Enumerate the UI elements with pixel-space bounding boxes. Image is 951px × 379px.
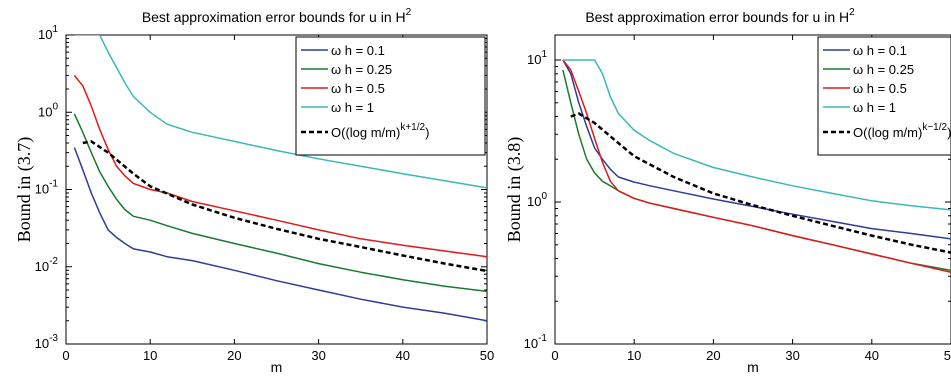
x-tick-label: 20: [706, 348, 720, 363]
x-tick-label: 40: [396, 348, 410, 363]
x-tick-label: 20: [227, 348, 241, 363]
legend-label: ω h = 0.25: [331, 62, 392, 77]
legend-label: ω h = 0.1: [853, 43, 907, 58]
x-tick-label: 10: [627, 348, 641, 363]
legend-label: O((log m/m)k−1/2): [853, 122, 951, 140]
y-tick-label: 10-1: [35, 179, 59, 197]
series-line-4: [562, 59, 951, 211]
y-tick-label: 100: [38, 101, 58, 119]
x-tick-label: 40: [865, 348, 879, 363]
legend-label: ω h = 0.5: [331, 81, 385, 96]
x-axis-label: m: [271, 359, 283, 375]
x-tick-label: 30: [785, 348, 799, 363]
series-line-1: [562, 59, 951, 240]
legend-label: O((log m/m)k+1/2): [331, 122, 429, 140]
series-line-5: [570, 112, 951, 254]
chart-panel-1: 0 10 20 30 40 50 10-3 10-2 10-1 100 101 Best approx…: [14, 7, 494, 375]
y-tick-label: 101: [38, 24, 58, 42]
y-tick-label: 101: [527, 49, 547, 67]
legend-label: ω h = 1: [853, 100, 896, 115]
x-tick-label: 10: [143, 348, 157, 363]
legend: ω h = 0.1 ω h = 0.25 ω h = 0.5 ω h = 1 O((lo…: [295, 36, 486, 156]
x-tick-label: 30: [311, 348, 325, 363]
x-tick-label: 0: [551, 348, 558, 363]
series-group: [73, 35, 487, 322]
chart-title: Best approximation error bounds for u in…: [585, 7, 855, 25]
y-axis-label: Bound in (3.8): [504, 137, 525, 243]
x-tick-label: 50: [480, 348, 494, 363]
legend-label: ω h = 1: [331, 100, 374, 115]
x-tick-label: 50: [944, 348, 951, 363]
y-axis-label: Bound in (3.7): [14, 137, 35, 243]
legend-label: ω h = 0.1: [331, 43, 385, 58]
series-line-1: [73, 147, 487, 322]
legend: ω h = 0.1 ω h = 0.25 ω h = 0.5 ω h = 1 O((lo…: [817, 36, 951, 156]
chart-title: Best approximation error bounds for u in…: [142, 7, 412, 25]
y-tick-label: 10-1: [524, 333, 548, 351]
chart-panel-2: 0 10 20 30 40 50 10-1 100 101 Best approximation …: [504, 7, 951, 375]
legend-label: ω h = 0.25: [853, 62, 914, 77]
series-group: [562, 59, 951, 274]
y-tick-label: 10-3: [35, 333, 59, 351]
series-line-2: [73, 113, 487, 293]
y-tick-label: 10-2: [35, 256, 59, 274]
series-line-5: [82, 140, 487, 273]
x-tick-label: 0: [62, 348, 69, 363]
plot-frame: [554, 34, 951, 345]
legend-box: [817, 36, 951, 156]
x-axis-label: m: [747, 359, 759, 375]
series-line-4: [74, 35, 487, 189]
legend-label: ω h = 0.5: [853, 81, 907, 96]
y-tick-label: 100: [527, 191, 547, 209]
legend-box: [295, 36, 486, 156]
series-line-3: [562, 59, 951, 274]
